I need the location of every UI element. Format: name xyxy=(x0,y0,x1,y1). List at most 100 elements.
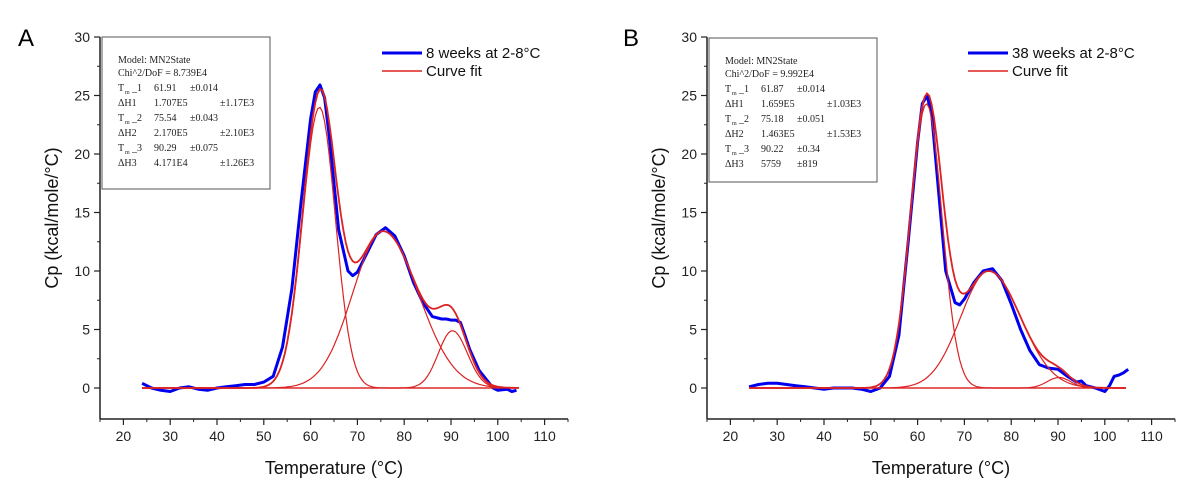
measured-series-line xyxy=(748,94,1130,393)
legend-label: 38 weeks at 2-8°C xyxy=(1012,45,1135,62)
x-tick-label: 90 xyxy=(1050,428,1066,444)
fit-param-name: T xyxy=(118,143,124,154)
fit-param-index: _3 xyxy=(738,144,749,155)
x-tick-label: 40 xyxy=(816,428,832,444)
fit-param-subscript: m xyxy=(125,120,130,126)
y-tick-label: 15 xyxy=(74,205,90,221)
fit-sum-line xyxy=(749,91,1126,389)
fit-param-name: ΔH2 xyxy=(118,128,137,139)
fit-param-error: ±0.051 xyxy=(797,114,825,125)
x-tick-label: 60 xyxy=(910,428,926,444)
fit-param-value: 5759 xyxy=(761,159,781,170)
fit-model-label: Model: MN2State xyxy=(118,55,191,66)
fit-param-subscript: m xyxy=(732,91,737,97)
legend-label: Curve fit xyxy=(1012,63,1069,80)
fit-param-value: 75.18 xyxy=(761,114,784,125)
y-tick-label: 20 xyxy=(74,146,90,162)
fit-param-error: ±2.10E3 xyxy=(220,128,254,139)
panel-letter: B xyxy=(623,25,639,52)
x-tick-label: 50 xyxy=(256,428,272,444)
x-tick-label: 70 xyxy=(957,428,973,444)
y-axis-title: Cp (kcal/mole/°C) xyxy=(649,147,669,288)
fit-chi-label: Chi^2/DoF = 8.739E4 xyxy=(118,68,207,79)
fit-param-value: 90.22 xyxy=(761,144,784,155)
fit-param-value: 61.87 xyxy=(761,84,784,95)
fit-param-value: 2.170E5 xyxy=(154,128,188,139)
fit-param-name: T xyxy=(118,113,124,124)
fit-param-subscript: m xyxy=(125,90,130,96)
x-tick-label: 40 xyxy=(209,428,225,444)
y-tick-label: 0 xyxy=(82,380,90,396)
y-tick-label: 5 xyxy=(689,322,697,338)
legend-label: 8 weeks at 2-8°C xyxy=(426,45,541,62)
fit-param-name: T xyxy=(725,144,731,155)
x-tick-label: 110 xyxy=(1140,428,1163,444)
y-tick-label: 15 xyxy=(681,205,697,221)
fit-param-subscript: m xyxy=(732,151,737,157)
fit-param-name: T xyxy=(118,83,124,94)
fit-param-value: 1.463E5 xyxy=(761,129,795,140)
fit-param-name: T xyxy=(725,114,731,125)
fit-component-peak3 xyxy=(142,330,519,389)
fit-param-value: 1.707E5 xyxy=(154,98,188,109)
panel-letter: A xyxy=(18,25,34,52)
fit-param-subscript: m xyxy=(125,150,130,156)
fit-param-name: ΔH1 xyxy=(118,98,137,109)
fit-param-error: ±1.17E3 xyxy=(220,98,254,109)
x-axis-title: Temperature (°C) xyxy=(872,458,1010,478)
fit-param-error: ±0.075 xyxy=(190,143,218,154)
legend-label: Curve fit xyxy=(426,63,483,80)
fit-param-value: 90.29 xyxy=(154,143,177,154)
fit-param-error: ±0.043 xyxy=(190,113,218,124)
x-tick-label: 80 xyxy=(396,428,412,444)
x-tick-label: 70 xyxy=(350,428,366,444)
x-tick-label: 50 xyxy=(863,428,879,444)
fit-param-index: _1 xyxy=(131,83,142,94)
y-tick-label: 5 xyxy=(82,322,90,338)
fit-param-name: ΔH3 xyxy=(118,158,137,169)
fit-param-error: ±1.03E3 xyxy=(827,99,861,110)
y-tick-label: 20 xyxy=(681,146,697,162)
fit-results-box xyxy=(708,37,878,183)
fit-param-error: ±0.34 xyxy=(797,144,820,155)
fit-param-subscript: m xyxy=(732,121,737,127)
x-tick-label: 60 xyxy=(303,428,319,444)
y-tick-label: 0 xyxy=(689,380,697,396)
fit-param-index: _2 xyxy=(131,113,142,124)
fit-results-box xyxy=(101,36,271,190)
x-tick-label: 90 xyxy=(443,428,459,444)
fit-param-error: ±0.014 xyxy=(190,83,218,94)
y-axis-title: Cp (kcal/mole/°C) xyxy=(42,147,62,288)
fit-param-value: 75.54 xyxy=(154,113,177,124)
fit-param-index: _1 xyxy=(738,84,749,95)
x-tick-label: 30 xyxy=(162,428,178,444)
x-tick-label: 110 xyxy=(533,428,556,444)
x-tick-label: 30 xyxy=(769,428,785,444)
fit-sum-line xyxy=(142,88,519,389)
y-tick-label: 25 xyxy=(681,88,697,104)
x-tick-label: 20 xyxy=(116,428,132,444)
y-tick-label: 30 xyxy=(681,29,697,45)
fit-param-name: ΔH2 xyxy=(725,129,744,140)
fit-param-name: T xyxy=(725,84,731,95)
fit-model-label: Model: MN2State xyxy=(725,56,798,67)
fit-param-value: 4.171E4 xyxy=(154,158,188,169)
x-tick-label: 80 xyxy=(1003,428,1019,444)
panel-b: B 0 5 10 15 20 25 30 20 30 40 50 60 70 80 90 100 110 Tempe… xyxy=(623,25,1176,478)
fit-param-value: 61.91 xyxy=(154,83,177,94)
fit-param-error: ±1.26E3 xyxy=(220,158,254,169)
y-tick-label: 30 xyxy=(74,29,90,45)
fit-param-index: _2 xyxy=(738,114,749,125)
fit-param-error: ±0.014 xyxy=(797,84,825,95)
fit-param-index: _3 xyxy=(131,143,142,154)
x-tick-label: 100 xyxy=(486,428,510,444)
fit-component-peak2 xyxy=(749,270,1126,389)
y-tick-label: 25 xyxy=(74,88,90,104)
fit-component-peak2 xyxy=(142,230,519,389)
x-tick-label: 100 xyxy=(1093,428,1117,444)
fit-param-name: ΔH1 xyxy=(725,99,744,110)
fit-chi-label: Chi^2/DoF = 9.992E4 xyxy=(725,69,814,80)
fit-param-error: ±1.53E3 xyxy=(827,129,861,140)
fit-param-value: 1.659E5 xyxy=(761,99,795,110)
